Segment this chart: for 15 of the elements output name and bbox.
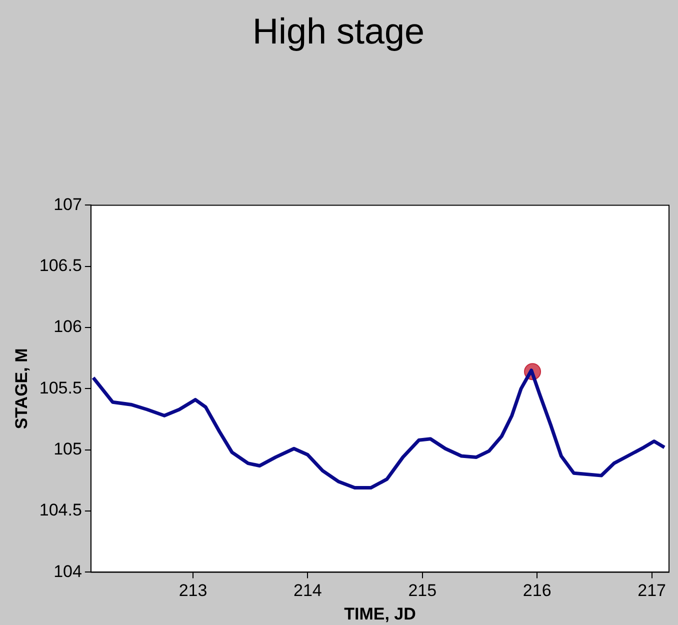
y-tick-label: 106.5 [39,256,82,276]
x-axis-title: TIME, JD [344,604,416,624]
x-tick-label: 214 [294,581,322,600]
chart-title: High stage [252,10,425,52]
y-axis-title: STAGE, M [12,348,31,430]
x-tick-label: 213 [178,581,208,600]
x-tick-label: 217 [638,581,666,600]
x-tick-label: 216 [522,581,552,600]
y-tick-label: 106 [54,317,82,336]
y-tick-label: 104.5 [39,500,82,520]
x-tick-label: 215 [408,581,437,600]
y-tick-label: 107 [54,194,82,214]
y-tick-label: 105 [54,440,82,459]
y-tick-label: 105.5 [39,378,82,398]
y-tick-label: 104 [54,562,82,581]
